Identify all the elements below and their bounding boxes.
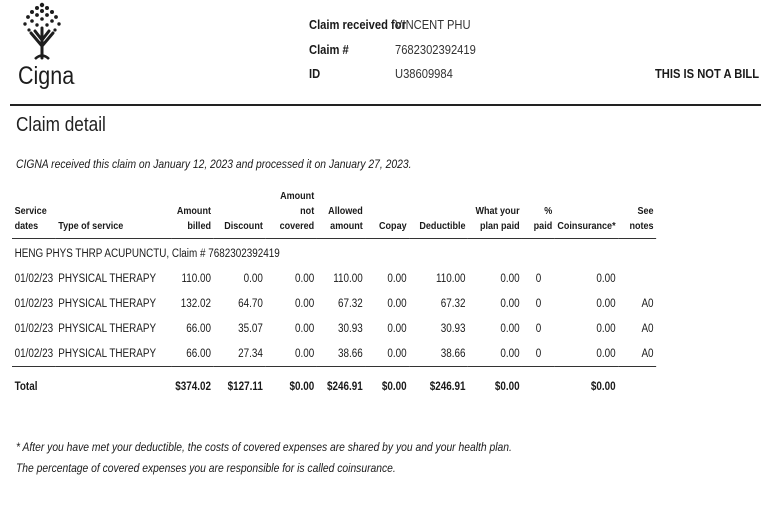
cell-billed: 66.00 xyxy=(186,347,211,360)
received-statement: CIGNA received this claim on January 12,… xyxy=(16,157,412,171)
table-row: 01/02/23 PHYSICAL THERAPY 66.00 27.34 0.… xyxy=(12,341,656,367)
cell-discount: 27.34 xyxy=(238,347,263,360)
cell-notes: A0 xyxy=(641,347,654,360)
footnote-coinsurance-2: The percentage of covered expenses you a… xyxy=(16,461,396,475)
total-label: Total xyxy=(14,381,38,393)
cell-discount: 0.00 xyxy=(243,272,263,285)
provider-group-row: HENG PHYS THRP ACUPUNCTU, Claim # 768230… xyxy=(12,239,656,267)
cell-copay: 0.00 xyxy=(387,272,407,285)
total-discount: $127.11 xyxy=(227,381,263,393)
cell-percent-paid: 0 xyxy=(535,297,542,310)
col-service-dates: Service dates xyxy=(14,205,47,232)
table-row: 01/02/23 PHYSICAL THERAPY 66.00 35.07 0.… xyxy=(12,316,656,341)
total-coinsurance: $0.00 xyxy=(590,381,616,393)
cell-date: 01/02/23 xyxy=(14,272,54,285)
total-notes xyxy=(618,367,656,408)
cell-billed: 66.00 xyxy=(186,322,211,335)
cell-date: 01/02/23 xyxy=(14,322,54,335)
cell-coinsurance: 0.00 xyxy=(596,272,616,285)
col-coinsurance: Coinsurance* xyxy=(557,220,616,232)
cell-deductible: 67.32 xyxy=(440,297,466,310)
total-plan-paid: $0.00 xyxy=(494,381,520,393)
claim-received-label: Claim received for xyxy=(309,17,406,32)
claim-number-label: Claim # xyxy=(309,42,349,57)
cell-deductible: 38.66 xyxy=(440,347,466,360)
id-label: ID xyxy=(309,66,321,81)
cell-copay: 0.00 xyxy=(387,347,407,360)
provider-claim-label: HENG PHYS THRP ACUPUNCTU, Claim # 768230… xyxy=(14,247,280,260)
total-not-covered: $0.00 xyxy=(289,381,315,393)
cell-type: PHYSICAL THERAPY xyxy=(58,272,157,285)
total-copay: $0.00 xyxy=(381,381,407,393)
col-see-notes: See notes xyxy=(629,205,654,232)
cell-discount: 64.70 xyxy=(238,297,263,310)
cell-percent-paid: 0 xyxy=(535,322,542,335)
cell-billed: 132.02 xyxy=(180,297,211,310)
cell-copay: 0.00 xyxy=(387,322,407,335)
cell-type: PHYSICAL THERAPY xyxy=(58,322,157,335)
table-row: 01/02/23 PHYSICAL THERAPY 132.02 64.70 0… xyxy=(12,291,656,316)
col-deductible: Deductible xyxy=(419,220,466,232)
cell-type: PHYSICAL THERAPY xyxy=(58,297,157,310)
cell-not-covered: 0.00 xyxy=(294,297,315,310)
page-title: Claim detail xyxy=(16,114,106,136)
total-row: Total $374.02 $127.11 $0.00 $246.91 $0.0… xyxy=(12,366,657,408)
cell-not-covered: 0.00 xyxy=(294,272,315,285)
cell-notes: A0 xyxy=(641,297,654,310)
tree-icon xyxy=(23,2,61,60)
col-allowed-amount: Allowed amount xyxy=(328,205,363,232)
header-divider xyxy=(10,104,761,106)
cell-date: 01/02/23 xyxy=(14,347,54,360)
cigna-logo: Cigna. xyxy=(18,2,78,92)
cell-billed: 110.00 xyxy=(181,272,211,285)
cell-plan-paid: 0.00 xyxy=(500,322,520,335)
cell-deductible: 110.00 xyxy=(436,272,466,285)
cell-copay: 0.00 xyxy=(387,297,407,310)
cell-discount: 35.07 xyxy=(238,322,263,335)
cell-allowed: 30.93 xyxy=(338,322,363,335)
footnote-coinsurance-1: * After you have met your deductible, th… xyxy=(16,440,512,454)
cell-coinsurance: 0.00 xyxy=(596,297,616,310)
cell-type: PHYSICAL THERAPY xyxy=(58,347,157,360)
col-plan-paid: What your plan paid xyxy=(475,205,520,232)
cell-allowed: 67.32 xyxy=(338,297,363,310)
cell-percent-paid: 0 xyxy=(535,347,542,360)
total-deductible: $246.91 xyxy=(429,381,466,393)
claim-table: Service dates Type of service Amount bille… xyxy=(12,189,657,408)
cell-not-covered: 0.00 xyxy=(294,347,315,360)
cell-allowed: 110.00 xyxy=(333,272,363,285)
id-value: U38609984 xyxy=(395,66,453,81)
col-amount-billed: Amount billed xyxy=(176,205,211,232)
cell-coinsurance: 0.00 xyxy=(596,347,616,360)
cell-not-covered: 0.00 xyxy=(294,322,315,335)
cell-allowed: 38.66 xyxy=(338,347,363,360)
table-row: 01/02/23 PHYSICAL THERAPY 110.00 0.00 0.… xyxy=(12,266,656,291)
logo-wordmark: Cigna. xyxy=(18,62,76,90)
cell-percent-paid: 0 xyxy=(535,272,542,285)
claim-number-value: 7682302392419 xyxy=(395,42,476,57)
total-type xyxy=(56,367,171,408)
col-discount: Discount xyxy=(224,220,263,232)
cell-plan-paid: 0.00 xyxy=(500,347,520,360)
cell-deductible: 30.93 xyxy=(440,322,466,335)
cell-coinsurance: 0.00 xyxy=(596,322,616,335)
cell-plan-paid: 0.00 xyxy=(500,297,520,310)
total-billed: $374.02 xyxy=(175,381,211,393)
cell-plan-paid: 0.00 xyxy=(500,272,520,285)
table-header-row: Service dates Type of service Amount bille… xyxy=(12,189,657,239)
col-percent-paid: % paid xyxy=(533,205,553,232)
total-allowed: $246.91 xyxy=(327,381,363,393)
cell-notes: A0 xyxy=(641,322,654,335)
cell-date: 01/02/23 xyxy=(14,297,54,310)
claim-received-value: VINCENT PHU xyxy=(395,17,471,32)
cell-notes xyxy=(618,266,656,291)
col-amount-not-covered: Amount not covered xyxy=(279,190,315,232)
not-a-bill-notice: THIS IS NOT A BILL xyxy=(654,66,759,81)
col-copay: Copay xyxy=(379,220,407,232)
total-percent-paid xyxy=(522,367,555,408)
col-type-of-service: Type of service xyxy=(58,220,124,232)
